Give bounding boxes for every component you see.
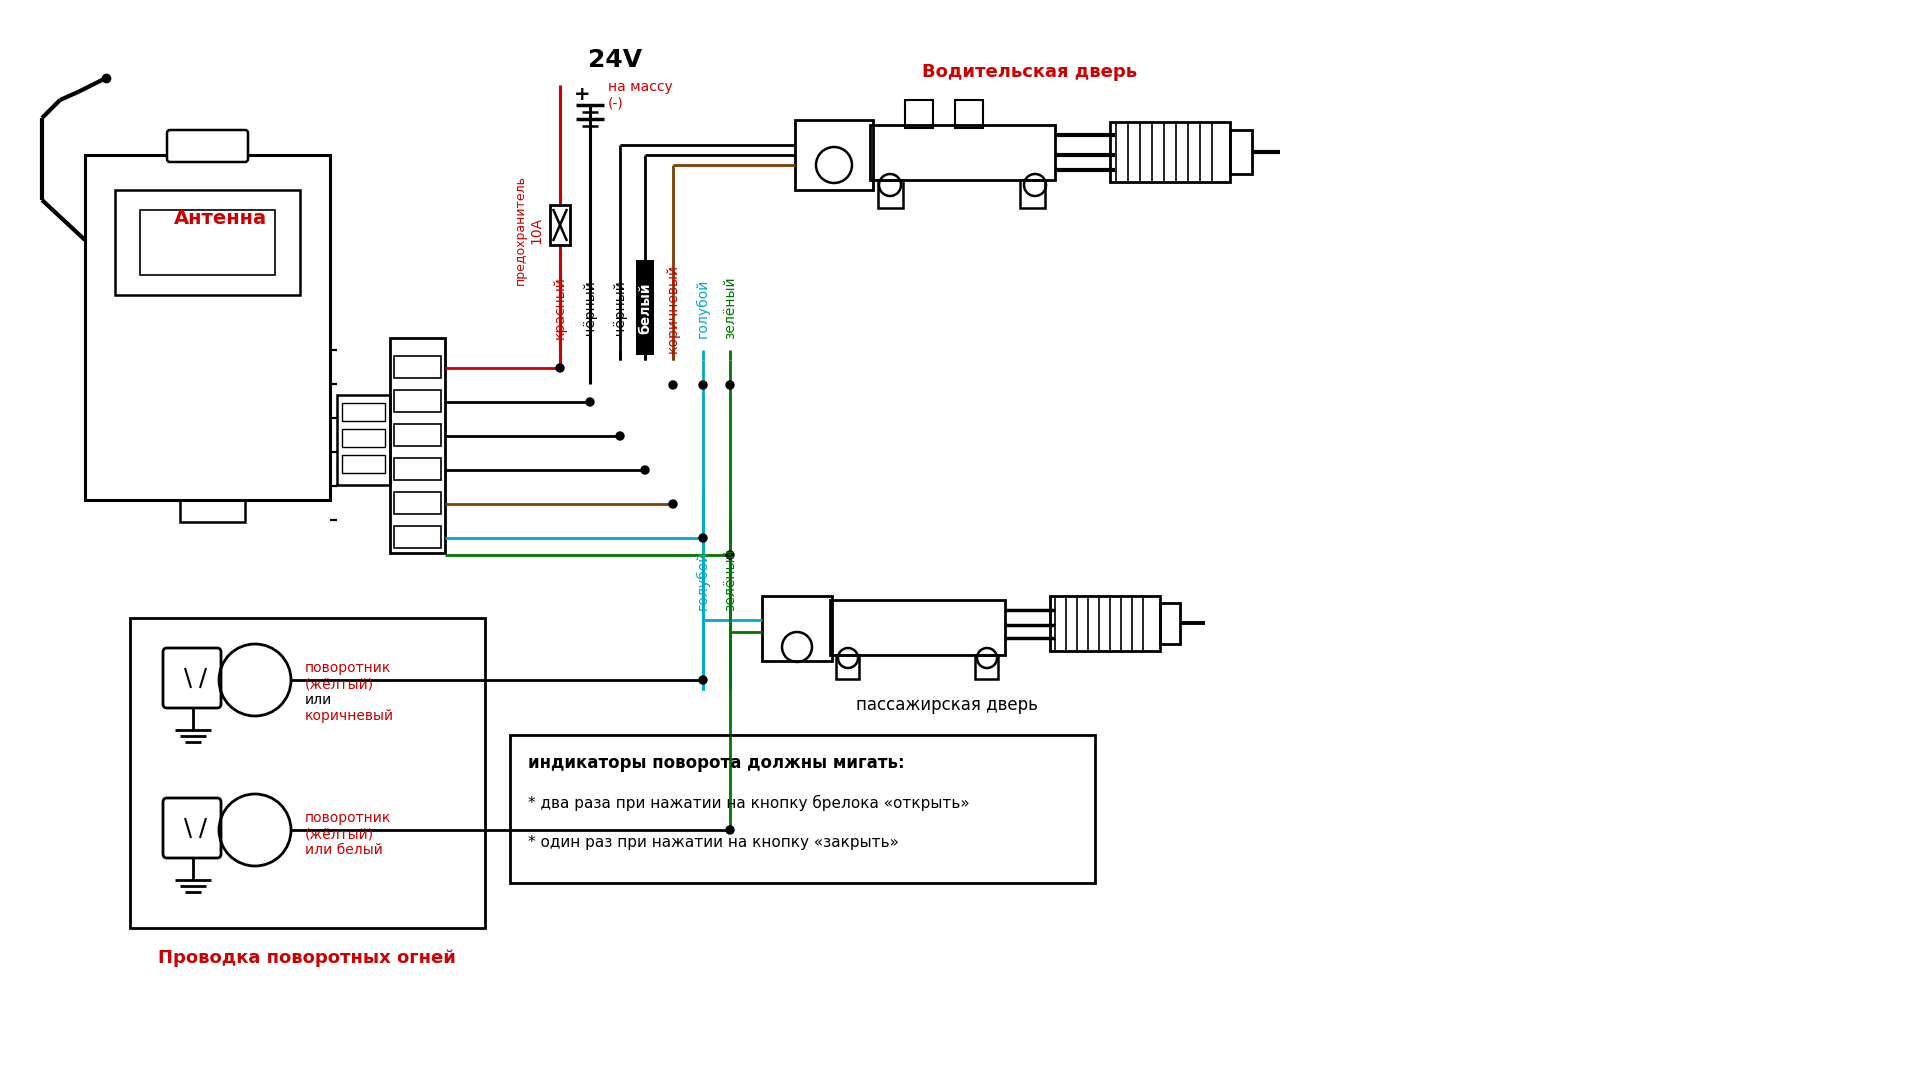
Circle shape (726, 551, 733, 559)
FancyBboxPatch shape (163, 648, 221, 708)
Text: красный: красный (553, 276, 566, 339)
Circle shape (699, 381, 707, 389)
Text: индикаторы поворота должны мигать:: индикаторы поворота должны мигать: (528, 754, 904, 772)
Bar (84, 156, 330, 500)
Text: 24V: 24V (588, 48, 641, 72)
Bar (829, 600, 1004, 654)
Bar (342, 455, 386, 473)
Bar (394, 526, 442, 548)
Text: зелёный: зелёный (724, 549, 737, 611)
Text: Антенна: Антенна (173, 208, 267, 228)
FancyBboxPatch shape (167, 130, 248, 162)
Text: поворотник: поворотник (305, 811, 392, 825)
Text: голубой: голубой (695, 551, 710, 610)
Circle shape (586, 399, 593, 406)
Circle shape (616, 432, 624, 440)
Bar (1160, 603, 1181, 644)
Bar (1110, 122, 1231, 183)
Bar (394, 356, 442, 378)
Bar (549, 205, 570, 245)
Text: пассажирская дверь: пассажирская дверь (856, 696, 1039, 714)
Text: +: + (574, 85, 591, 105)
Bar (877, 180, 902, 208)
Text: Проводка поворотных огней: Проводка поворотных огней (157, 949, 455, 967)
Bar (115, 190, 300, 295)
Circle shape (557, 364, 564, 372)
Text: (жёлтый): (жёлтый) (305, 677, 374, 691)
Circle shape (726, 826, 733, 834)
Text: или: или (305, 693, 332, 707)
Bar (904, 100, 933, 129)
Bar (636, 260, 655, 355)
Bar (394, 492, 442, 514)
Bar (1050, 596, 1160, 651)
Circle shape (699, 676, 707, 684)
Bar (131, 618, 486, 928)
Circle shape (668, 500, 678, 508)
Text: поворотник: поворотник (305, 661, 392, 675)
Bar (954, 100, 983, 129)
Text: белый: белый (637, 282, 653, 334)
Bar (394, 458, 442, 480)
Bar (795, 120, 874, 190)
Text: Водительская дверь: Водительская дверь (922, 63, 1137, 81)
Text: чёрный: чёрный (584, 281, 597, 336)
Text: коричневый: коричневый (305, 708, 394, 723)
Circle shape (726, 381, 733, 389)
Bar (762, 596, 831, 661)
Bar (390, 338, 445, 553)
Circle shape (699, 534, 707, 542)
Bar (342, 403, 386, 421)
Bar (835, 654, 858, 679)
Text: зелёный: зелёный (724, 276, 737, 339)
Bar (1231, 130, 1252, 174)
Bar (140, 210, 275, 275)
Bar (1020, 180, 1044, 208)
Bar (394, 390, 442, 411)
Circle shape (668, 381, 678, 389)
Bar (338, 395, 390, 485)
Bar (180, 500, 246, 522)
Text: на массу
(-): на массу (-) (609, 80, 672, 110)
Text: (жёлтый): (жёлтый) (305, 827, 374, 841)
Text: голубой: голубой (695, 279, 710, 338)
Text: 10А: 10А (530, 216, 543, 244)
Bar (342, 429, 386, 447)
Bar (870, 125, 1054, 180)
Text: * два раза при нажатии на кнопку брелока «открыть»: * два раза при нажатии на кнопку брелока… (528, 795, 970, 811)
Text: * один раз при нажатии на кнопку «закрыть»: * один раз при нажатии на кнопку «закрыт… (528, 836, 899, 851)
Text: чёрный: чёрный (612, 281, 628, 336)
FancyBboxPatch shape (163, 798, 221, 858)
Bar (511, 735, 1094, 883)
Circle shape (641, 465, 649, 474)
Bar (975, 654, 998, 679)
Text: или белый: или белый (305, 843, 382, 858)
Text: коричневый: коричневый (666, 264, 680, 352)
Text: предохранитель: предохранитель (513, 175, 526, 285)
Bar (394, 424, 442, 446)
